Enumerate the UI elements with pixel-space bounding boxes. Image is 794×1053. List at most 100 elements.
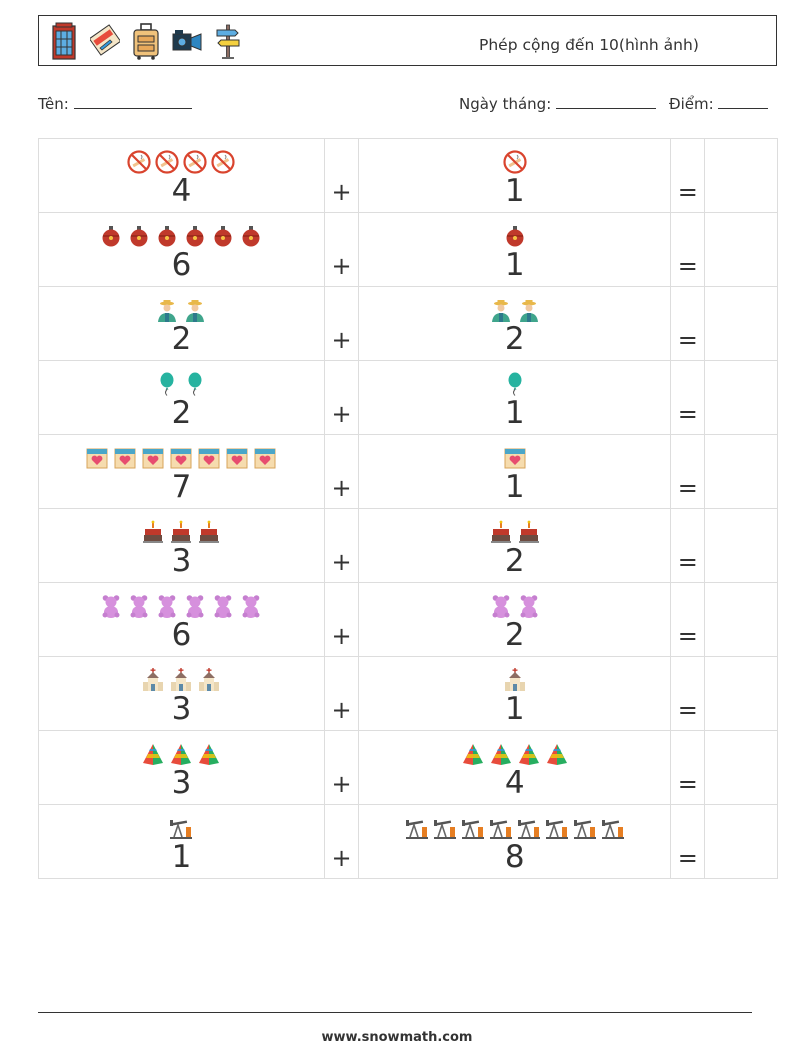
addend-b-cell: 2 bbox=[358, 582, 672, 657]
footer-url: www.snowmath.com bbox=[321, 1030, 473, 1045]
addend-b-icons bbox=[359, 223, 670, 251]
problem-row: 4 +1 = bbox=[38, 138, 778, 213]
operator-cell: + bbox=[323, 656, 360, 731]
answer-cell[interactable] bbox=[704, 804, 778, 879]
operator-cell: + bbox=[323, 730, 360, 805]
answer-cell[interactable] bbox=[704, 730, 778, 805]
answer-cell[interactable] bbox=[704, 138, 778, 213]
problem-row: 1 +8 = bbox=[38, 804, 778, 879]
answer-cell[interactable] bbox=[704, 656, 778, 731]
plus-sign: + bbox=[331, 326, 352, 354]
addend-b-icons bbox=[359, 593, 670, 621]
balloon-icon bbox=[182, 371, 208, 399]
teddy-bear-icon bbox=[126, 593, 152, 621]
teddy-bear-icon bbox=[238, 593, 264, 621]
equals-cell: = bbox=[670, 434, 706, 509]
oil-pump-icon bbox=[544, 815, 570, 843]
addend-a-cell: 7 bbox=[38, 434, 325, 509]
ornament-icon bbox=[98, 223, 124, 251]
addend-b-icons bbox=[359, 519, 670, 547]
name-blank[interactable] bbox=[73, 94, 192, 109]
calendar-heart-icon bbox=[112, 445, 138, 473]
addend-a-cell: 2 bbox=[38, 360, 325, 435]
plus-sign: + bbox=[331, 548, 352, 576]
plus-sign: + bbox=[331, 696, 352, 724]
addend-a-cell: 3 bbox=[38, 656, 325, 731]
no-smoking-icon bbox=[502, 149, 528, 177]
problem-row: 3 +1 = bbox=[38, 656, 778, 731]
problem-row: 6 +2 = bbox=[38, 582, 778, 657]
answer-cell[interactable] bbox=[704, 212, 778, 287]
page-title: Phép cộng đến 10(hình ảnh) bbox=[479, 36, 699, 54]
teddy-bear-icon bbox=[516, 593, 542, 621]
header-icons bbox=[49, 20, 243, 62]
addend-a-number: 3 bbox=[171, 691, 192, 727]
addend-b-cell: 2 bbox=[358, 286, 672, 361]
church-icon bbox=[140, 667, 166, 695]
plus-sign: + bbox=[331, 252, 352, 280]
equals-sign: = bbox=[677, 770, 698, 798]
addend-b-cell: 1 bbox=[358, 434, 672, 509]
score-blank[interactable] bbox=[718, 94, 769, 109]
addend-b-number: 4 bbox=[504, 765, 525, 801]
camcorder-icon bbox=[172, 22, 202, 60]
operator-cell: + bbox=[323, 804, 360, 879]
addend-b-number: 2 bbox=[504, 321, 525, 357]
addend-a-icons bbox=[39, 149, 324, 177]
addend-a-number: 3 bbox=[171, 765, 192, 801]
ornament-icon bbox=[182, 223, 208, 251]
teddy-bear-icon bbox=[488, 593, 514, 621]
answer-cell[interactable] bbox=[704, 360, 778, 435]
pyramid-icon bbox=[488, 741, 514, 769]
calendar-heart-icon bbox=[224, 445, 250, 473]
pyramid-icon bbox=[516, 741, 542, 769]
date-field: Ngày tháng: bbox=[459, 94, 657, 113]
operator-cell: + bbox=[323, 212, 360, 287]
answer-cell[interactable] bbox=[704, 582, 778, 657]
problem-table: 4 +1 = 6 +1 = 2 +2 = 2 +1 = 7 +1 = 3 +2 = 6 +2 = 3 +1 = 3 +4 = 1 +8 = bbox=[38, 138, 778, 879]
church-icon bbox=[502, 667, 528, 695]
addend-a-number: 7 bbox=[171, 469, 192, 505]
problem-row: 3 +2 = bbox=[38, 508, 778, 583]
addend-a-icons bbox=[39, 445, 324, 473]
ornament-icon bbox=[502, 223, 528, 251]
operator-cell: + bbox=[323, 582, 360, 657]
addend-b-number: 1 bbox=[504, 247, 525, 283]
cake-icon bbox=[140, 519, 166, 547]
equals-sign: = bbox=[677, 400, 698, 428]
equals-cell: = bbox=[670, 138, 706, 213]
equals-cell: = bbox=[670, 212, 706, 287]
addend-b-number: 2 bbox=[504, 543, 525, 579]
addend-b-number: 2 bbox=[504, 617, 525, 653]
signpost-icon bbox=[213, 22, 243, 60]
addend-b-icons bbox=[359, 741, 670, 769]
farmer-icon bbox=[488, 297, 514, 325]
no-smoking-icon bbox=[182, 149, 208, 177]
equals-sign: = bbox=[677, 252, 698, 280]
pyramid-icon bbox=[544, 741, 570, 769]
addend-b-cell: 1 bbox=[358, 656, 672, 731]
addend-a-number: 4 bbox=[171, 173, 192, 209]
addend-a-cell: 4 bbox=[38, 138, 325, 213]
answer-cell[interactable] bbox=[704, 434, 778, 509]
name-label: Tên: bbox=[38, 95, 69, 113]
teddy-bear-icon bbox=[154, 593, 180, 621]
calendar-heart-icon bbox=[502, 445, 528, 473]
operator-cell: + bbox=[323, 360, 360, 435]
answer-cell[interactable] bbox=[704, 286, 778, 361]
addend-a-number: 2 bbox=[171, 395, 192, 431]
addend-a-number: 3 bbox=[171, 543, 192, 579]
date-blank[interactable] bbox=[556, 94, 657, 109]
addend-b-cell: 2 bbox=[358, 508, 672, 583]
plus-sign: + bbox=[331, 474, 352, 502]
oil-pump-icon bbox=[460, 815, 486, 843]
oil-pump-icon bbox=[600, 815, 626, 843]
addend-b-cell: 1 bbox=[358, 138, 672, 213]
addend-a-icons bbox=[39, 593, 324, 621]
equals-sign: = bbox=[677, 696, 698, 724]
phone-booth-icon bbox=[49, 22, 79, 60]
farmer-icon bbox=[516, 297, 542, 325]
answer-cell[interactable] bbox=[704, 508, 778, 583]
church-icon bbox=[168, 667, 194, 695]
cake-icon bbox=[488, 519, 514, 547]
